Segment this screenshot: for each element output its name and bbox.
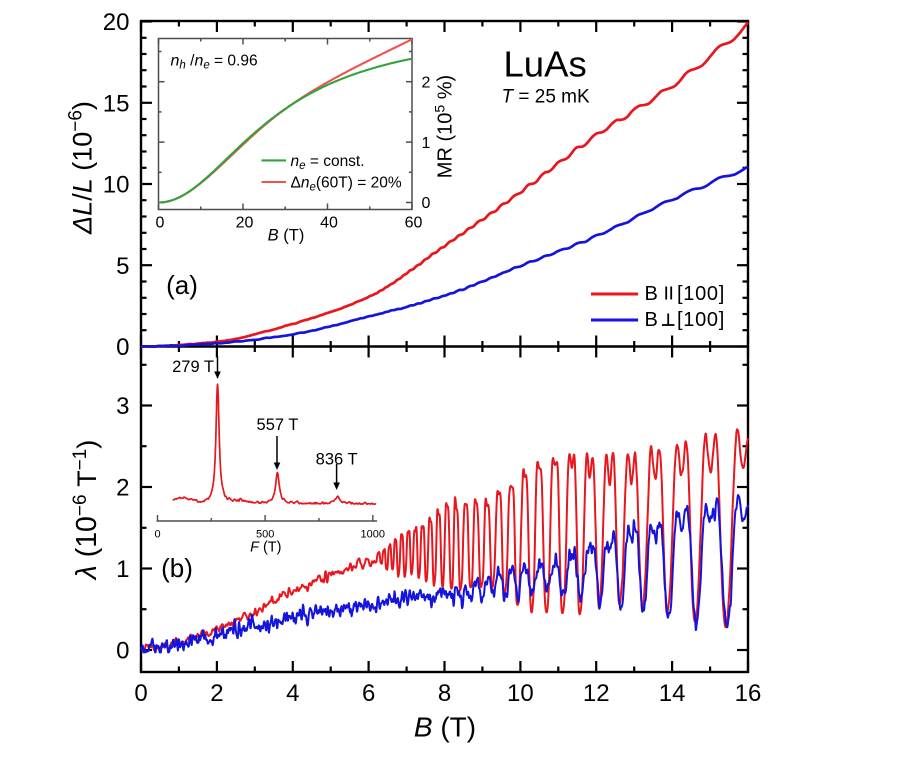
svg-text:1000: 1000 (361, 529, 385, 541)
svg-text:557 T: 557 T (257, 416, 299, 434)
svg-text:20: 20 (103, 9, 130, 36)
svg-text:[100]: [100] (677, 283, 725, 305)
svg-text:4: 4 (286, 680, 299, 707)
svg-text:T = 25 mK: T = 25 mK (502, 86, 591, 107)
svg-text:B: B (645, 283, 658, 305)
svg-text:836 T: 836 T (316, 451, 358, 469)
svg-text:20: 20 (236, 214, 254, 231)
svg-text:10: 10 (103, 172, 130, 199)
svg-text:F (T): F (T) (250, 540, 281, 556)
svg-text:6: 6 (362, 680, 375, 707)
svg-text:500: 500 (256, 529, 274, 541)
svg-text:0: 0 (134, 680, 147, 707)
svg-text:3: 3 (116, 393, 129, 420)
svg-text:0: 0 (154, 529, 160, 541)
svg-text:LuAs: LuAs (504, 43, 587, 84)
svg-text:0: 0 (156, 214, 165, 231)
svg-text:ne = const.: ne = const. (291, 153, 365, 172)
svg-text:(a): (a) (166, 270, 198, 300)
svg-text:1: 1 (422, 135, 431, 152)
svg-text:12: 12 (583, 680, 610, 707)
svg-text:16: 16 (735, 680, 762, 707)
svg-text:10: 10 (507, 680, 534, 707)
svg-text:[100]: [100] (677, 309, 725, 331)
svg-text:B: B (645, 309, 658, 331)
svg-text:Δne(60T) = 20%: Δne(60T) = 20% (291, 174, 402, 193)
svg-text:(b): (b) (161, 553, 193, 583)
svg-text:2: 2 (210, 680, 223, 707)
svg-text:60: 60 (405, 214, 423, 231)
svg-text:2: 2 (422, 74, 431, 91)
svg-text:5: 5 (116, 253, 129, 280)
svg-text:0: 0 (116, 334, 129, 361)
svg-text:279 T: 279 T (172, 358, 214, 376)
svg-text:0: 0 (422, 195, 431, 212)
svg-text:B (T): B (T) (268, 227, 305, 245)
svg-text:B (T): B (T) (414, 712, 476, 743)
svg-text:14: 14 (659, 680, 686, 707)
svg-text:40: 40 (320, 214, 338, 231)
svg-text:0: 0 (116, 638, 129, 665)
svg-text:nh /ne = 0.96: nh /ne = 0.96 (171, 53, 258, 72)
svg-text:15: 15 (103, 90, 130, 117)
svg-text:ΔL/L (10−6): ΔL/L (10−6) (66, 101, 98, 235)
svg-text:2: 2 (116, 475, 129, 502)
svg-text:8: 8 (438, 680, 451, 707)
svg-text:1: 1 (116, 556, 129, 583)
svg-text:MR (105 %): MR (105 %) (432, 75, 457, 178)
